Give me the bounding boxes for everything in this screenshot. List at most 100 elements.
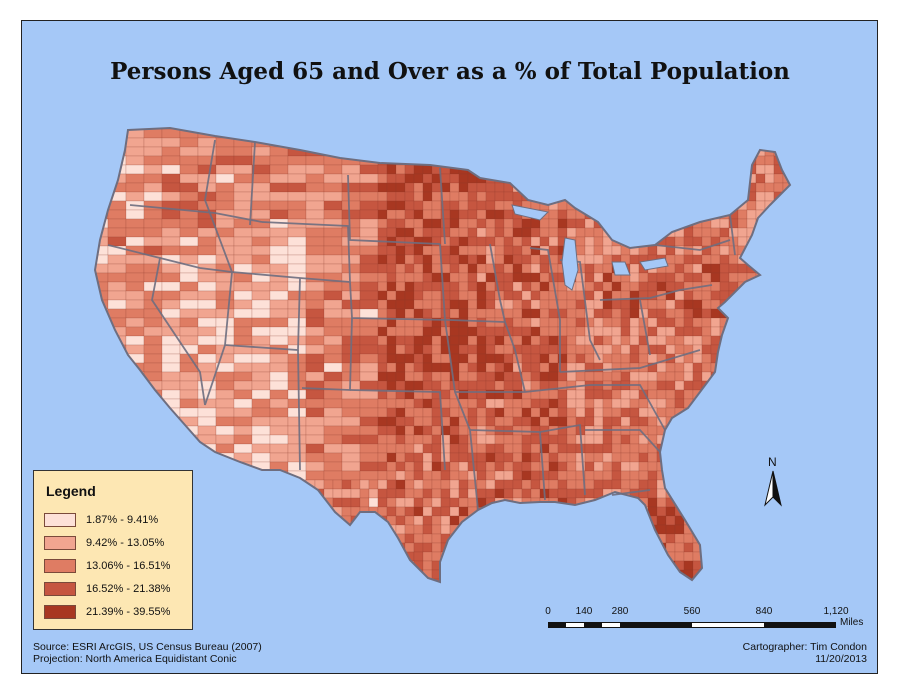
county-cell [467,398,478,409]
county-cell [728,362,739,373]
county-cell [440,128,451,130]
county-cell [665,443,676,454]
county-cell [575,488,586,499]
county-cell [737,497,748,508]
county-cell [95,452,109,463]
county-cell [539,155,550,166]
county-cell [512,227,523,238]
county-cell [404,182,415,193]
county-cell [269,416,289,427]
county-cell [755,515,766,526]
county-cell [485,515,496,526]
county-cell [701,425,712,436]
county-cell [737,569,748,580]
county-cell [792,426,801,435]
county-cell [675,588,684,597]
county-cell [782,245,790,256]
county-cell [503,137,514,148]
county-cell [95,272,109,283]
county-cell [539,344,550,355]
county-cell [476,362,487,373]
county-cell [386,398,397,409]
county-cell [467,578,478,582]
county-cell [440,497,451,508]
county-cell [323,434,343,445]
county-cell [269,227,289,238]
county-cell [413,227,424,238]
county-cell [467,146,478,157]
county-cell [773,317,784,328]
county-cell [395,407,406,418]
county-cell [467,326,478,337]
county-cell [422,470,433,481]
county-cell [674,542,685,553]
county-cell [782,128,790,130]
county-cell [594,588,603,597]
county-cell [710,191,721,202]
county-cell [503,308,514,319]
county-cell [107,452,127,463]
county-cell [233,236,253,247]
county-cell [332,497,343,508]
county-cell [197,128,217,130]
county-cell [503,515,514,526]
county-cell [107,272,127,283]
county-cell [386,551,397,562]
county-cell [485,362,496,373]
county-cell [95,371,109,382]
county-cell [557,128,568,130]
county-cell [476,533,487,544]
county-cell [737,218,748,229]
county-cell [404,128,415,130]
county-cell [251,308,271,319]
county-cell [296,542,307,553]
county-cell [792,291,801,300]
county-cell [359,407,379,418]
county-cell [521,578,532,582]
county-cell [792,318,801,327]
county-cell [773,542,784,553]
county-cell [764,515,775,526]
county-cell [143,218,163,229]
county-cell [287,416,307,427]
county-cell [692,173,703,184]
county-cell [530,479,541,490]
county-cell [377,362,388,373]
county-cell [224,542,235,553]
county-cell [629,524,640,535]
county-cell [485,488,496,499]
county-cell [539,317,550,328]
county-cell [251,335,271,346]
county-cell [458,524,469,535]
county-cell [737,137,748,148]
county-cell [233,128,253,130]
county-cell [620,209,631,220]
county-cell [287,461,307,472]
county-cell [764,425,775,436]
county-cell [512,569,523,580]
county-cell [782,515,790,526]
county-cell [566,452,577,463]
county-cell [251,551,262,562]
county-cell [269,326,289,337]
county-cell [440,398,451,409]
county-cell [251,434,271,445]
county-cell [494,236,505,247]
county-cell [530,263,541,274]
county-cell [458,137,469,148]
county-cell [125,326,145,337]
county-cell [782,263,790,274]
county-cell [530,506,541,517]
county-cell [125,398,145,409]
county-cell [719,452,730,463]
county-cell [422,344,433,355]
county-cell [377,434,388,445]
county-cell [125,281,145,292]
county-cell [683,335,694,346]
county-cell [125,236,145,247]
county-cell [233,164,253,175]
county-cell [792,273,801,282]
county-cell [728,560,739,571]
county-cell [638,209,649,220]
county-cell [242,515,253,526]
